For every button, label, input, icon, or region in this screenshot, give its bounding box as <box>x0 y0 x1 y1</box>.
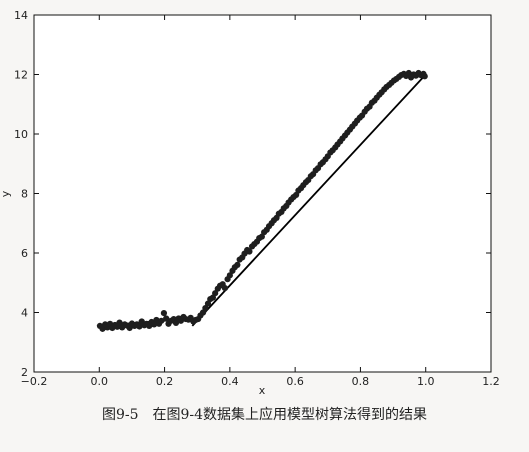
y-tick-label: 2 <box>21 366 28 379</box>
data-point <box>116 319 123 326</box>
data-point <box>246 248 253 255</box>
y-tick-label: 12 <box>14 69 28 82</box>
y-tick-label: 4 <box>21 307 28 320</box>
data-point <box>221 285 229 292</box>
plot-area <box>33 14 492 373</box>
x-tick-label: 1.0 <box>417 375 435 388</box>
y-axis-label: y <box>0 190 12 197</box>
data-point <box>160 309 168 317</box>
x-tick-label: 0.6 <box>286 375 304 388</box>
x-tick-label: 0.8 <box>352 375 370 388</box>
x-tick-label: −0.2 <box>21 375 48 388</box>
data-points <box>96 69 428 332</box>
axis-ticks: −0.2 0.0 0.2 0.4 0.6 0.8 1.0 1.2 2 4 6 8 10 12 14 <box>14 9 500 388</box>
x-tick-label: 1.2 <box>482 375 500 388</box>
data-point <box>163 315 170 322</box>
y-tick-label: 8 <box>21 188 28 201</box>
data-point <box>158 317 165 324</box>
x-tick-label: 0.4 <box>221 375 239 388</box>
y-tick-label: 14 <box>14 9 28 22</box>
x-tick-label: 0.2 <box>156 375 174 388</box>
figure-caption: 图9-5 在图9-4数据集上应用模型树算法得到的结果 <box>101 407 428 423</box>
data-point <box>421 73 428 80</box>
y-tick-label: 6 <box>21 247 28 260</box>
x-axis-label: x <box>259 384 266 397</box>
data-point <box>234 261 241 268</box>
data-point <box>136 323 143 330</box>
y-tick-label: 10 <box>14 128 28 141</box>
x-tick-label: 0.0 <box>91 375 109 388</box>
model-tree-fit-segment <box>191 73 427 327</box>
